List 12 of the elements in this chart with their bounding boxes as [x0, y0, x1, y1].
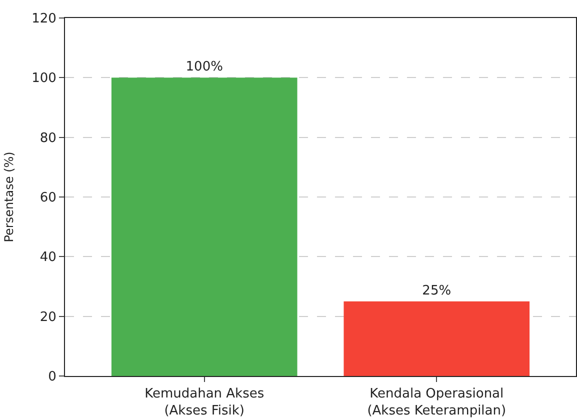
y-tick-label: 120: [32, 12, 56, 27]
y-axis-title: Persentase (%): [2, 152, 16, 242]
y-tick-label: 40: [40, 250, 56, 266]
y-tick-label: 80: [40, 130, 56, 146]
y-tick-label: 100: [32, 71, 56, 86]
x-tick-label: Kendala Operasional (Akses Keterampilan): [367, 386, 506, 418]
y-tick-label: 60: [40, 190, 56, 206]
data-label: 100%: [186, 60, 223, 75]
data-label: 25%: [422, 283, 452, 298]
x-tick-label: Kemudahan Akses (Akses Fisik): [144, 386, 264, 418]
y-tick-label: 20: [40, 310, 56, 325]
y-tick-label: 0: [48, 370, 56, 385]
